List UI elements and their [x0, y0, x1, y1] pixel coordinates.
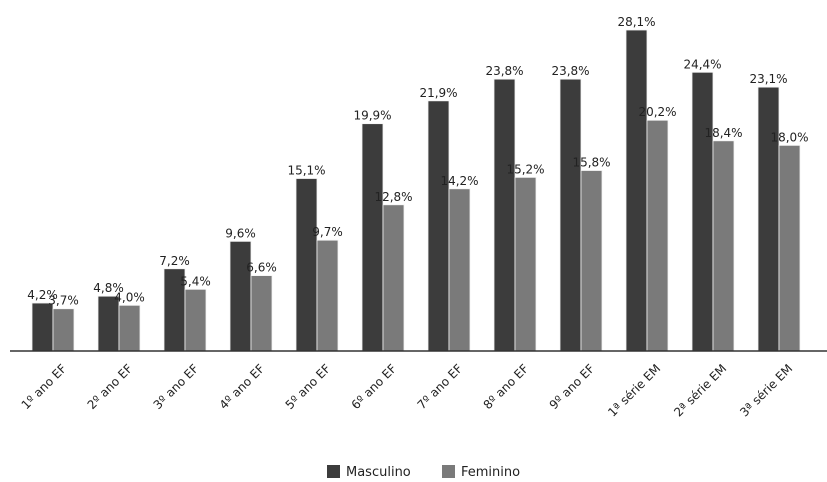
data-label-masculino-8-ano-ef: 23,8% — [485, 64, 523, 78]
tick-label-2-serie-em: 2ª série EM — [671, 361, 729, 419]
data-label-feminino-1-ano-ef: 3,7% — [48, 294, 79, 308]
tick-label-3-serie-em: 3ª série EM — [737, 361, 795, 419]
bar-masculino-3-serie-em — [757, 86, 780, 352]
legend: Masculino Feminino — [327, 465, 520, 480]
bar-feminino-4-ano-ef — [250, 275, 273, 352]
data-label-feminino-1-serie-em: 20,2% — [638, 105, 676, 119]
bar-feminino-3-serie-em — [778, 144, 801, 352]
data-label-masculino-9-ano-ef: 23,8% — [551, 64, 589, 78]
bar-feminino-2-serie-em — [712, 140, 735, 352]
data-label-feminino-4-ano-ef: 6,6% — [246, 261, 277, 275]
data-label-feminino-7-ano-ef: 14,2% — [440, 174, 478, 188]
bar-feminino-5-ano-ef — [316, 239, 339, 352]
bar-masculino-9-ano-ef — [559, 78, 582, 352]
bar-masculino-4-ano-ef — [229, 240, 252, 352]
data-label-feminino-2-serie-em: 18,4% — [704, 126, 742, 140]
bar-feminino-6-ano-ef — [382, 204, 405, 352]
data-label-masculino-4-ano-ef: 9,6% — [225, 226, 256, 240]
bar-feminino-1-serie-em — [646, 119, 669, 352]
data-label-feminino-3-ano-ef: 5,4% — [180, 274, 211, 288]
data-label-masculino-7-ano-ef: 21,9% — [419, 86, 457, 100]
data-label-masculino-1-ano-ef: 4,2% — [27, 288, 58, 302]
data-label-masculino-2-serie-em: 24,4% — [683, 57, 721, 71]
data-label-feminino-9-ano-ef: 15,8% — [572, 156, 610, 170]
legend-swatch-masculino — [327, 465, 340, 478]
tick-label-3-ano-ef: 3º ano EF — [151, 361, 202, 412]
legend-label-masculino: Masculino — [346, 465, 411, 480]
data-label-feminino-3-serie-em: 18,0% — [770, 130, 808, 144]
bars-group — [31, 29, 801, 352]
bar-masculino-1-serie-em — [625, 29, 648, 352]
tick-label-5-ano-ef: 5º ano EF — [283, 361, 334, 412]
bar-feminino-9-ano-ef — [580, 170, 603, 352]
data-label-masculino-2-ano-ef: 4,8% — [93, 281, 124, 295]
tick-label-8-ano-ef: 8º ano EF — [481, 361, 532, 412]
data-label-masculino-3-ano-ef: 7,2% — [159, 254, 190, 268]
bar-masculino-1-ano-ef — [31, 302, 54, 352]
bar-feminino-7-ano-ef — [448, 188, 471, 352]
bar-masculino-5-ano-ef — [295, 178, 318, 352]
bar-feminino-1-ano-ef — [52, 308, 75, 352]
x-tick-labels-group: 1º ano EF 2º ano EF 3º ano EF 4º ano EF 5º a… — [19, 361, 796, 419]
tick-label-1-ano-ef: 1º ano EF — [19, 361, 70, 412]
tick-label-4-ano-ef: 4º ano EF — [217, 361, 268, 412]
data-label-feminino-8-ano-ef: 15,2% — [506, 162, 544, 176]
bar-masculino-2-serie-em — [691, 71, 714, 352]
legend-label-feminino: Feminino — [461, 465, 520, 480]
bar-masculino-2-ano-ef — [97, 295, 120, 352]
bar-masculino-8-ano-ef — [493, 78, 516, 352]
bar-feminino-8-ano-ef — [514, 176, 537, 352]
tick-label-7-ano-ef: 7º ano EF — [415, 361, 466, 412]
bar-masculino-6-ano-ef — [361, 123, 384, 352]
data-label-feminino-5-ano-ef: 9,7% — [312, 225, 343, 239]
data-label-masculino-3-serie-em: 23,1% — [749, 72, 787, 86]
bar-masculino-7-ano-ef — [427, 100, 450, 352]
data-label-masculino-1-serie-em: 28,1% — [617, 15, 655, 29]
data-label-feminino-6-ano-ef: 12,8% — [374, 190, 412, 204]
data-label-masculino-6-ano-ef: 19,9% — [353, 109, 391, 123]
tick-label-6-ano-ef: 6º ano EF — [349, 361, 400, 412]
bar-feminino-2-ano-ef — [118, 304, 141, 352]
bar-feminino-3-ano-ef — [184, 288, 207, 352]
legend-swatch-feminino — [442, 465, 455, 478]
tick-label-9-ano-ef: 9º ano EF — [547, 361, 598, 412]
tick-label-2-ano-ef: 2º ano EF — [85, 361, 136, 412]
data-label-feminino-2-ano-ef: 4,0% — [114, 290, 145, 304]
bar-labels-group: 4,2%3,7% 4,8%4,0% 7,2% 5,4% 9,6% 6,6% 15,1% 9,7… — [27, 15, 808, 308]
data-label-masculino-5-ano-ef: 15,1% — [287, 164, 325, 178]
tick-label-1-serie-em: 1ª série EM — [605, 361, 663, 419]
